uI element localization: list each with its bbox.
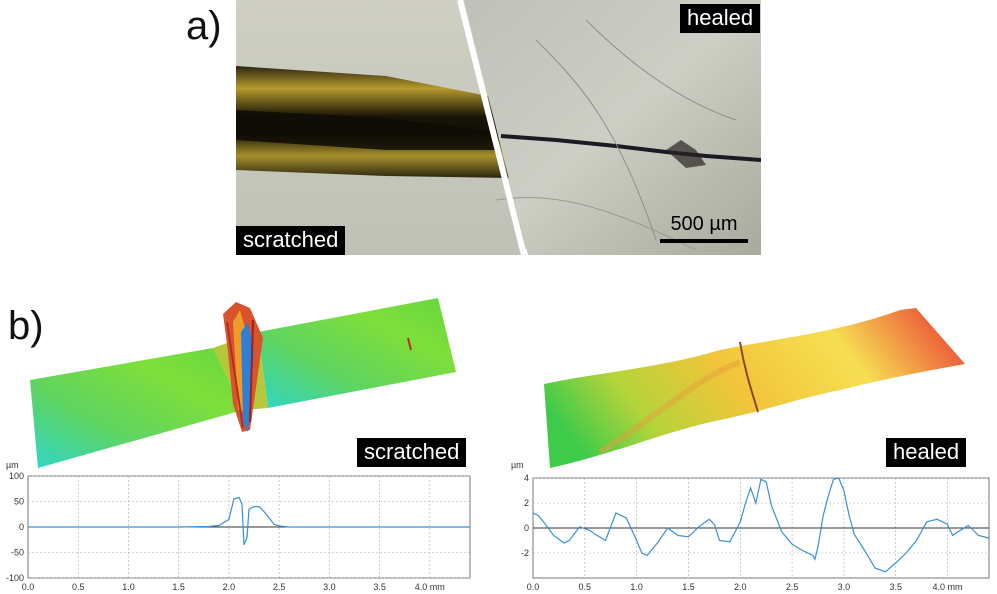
y-tick-label: 2: [524, 498, 529, 508]
healed-scratch-line: [500, 134, 761, 162]
x-tick-label: 3.5: [889, 582, 902, 592]
x-tick-label: 0.5: [579, 582, 592, 592]
panel-label-a: a): [186, 4, 222, 48]
x-tick-label: 1.5: [682, 582, 695, 592]
x-tick-label: 0.5: [72, 582, 85, 592]
x-tick-label: 4.0 mm: [933, 582, 963, 592]
y-tick-label: 0: [19, 522, 24, 532]
surface-3d-scratched: [30, 298, 456, 468]
y-axis-unit-label: µm: [6, 460, 19, 470]
x-tick-label: 2.5: [273, 582, 286, 592]
x-tick-label: 3.0: [323, 582, 336, 592]
scale-bar-label: 500 µm: [670, 213, 737, 235]
micrograph-healed-half: [464, 0, 761, 255]
y-tick-label: 100: [9, 471, 24, 481]
profile-line-healed: [532, 477, 990, 573]
y-tick-label: 50: [14, 497, 24, 507]
x-tick-label: 0.0: [527, 582, 540, 592]
x-tick-label: 3.0: [838, 582, 851, 592]
x-tick-label: 2.5: [786, 582, 799, 592]
surface-scratched-tag: scratched: [357, 438, 467, 468]
panel-label-b: b): [8, 304, 44, 348]
y-tick-label: -2: [521, 548, 529, 558]
micrograph-healed-tag: healed: [680, 4, 761, 34]
x-tick-label: 4.0 mm: [415, 582, 445, 592]
micrograph-image: 500 µm: [236, 0, 761, 255]
x-tick-label: 0.0: [22, 582, 35, 592]
profile-chart-scratched: µm 100 50 0 -50 -100 0.0 0.5 1.0 1.5 2.0 2.5 3.0 3.…: [6, 460, 471, 592]
micrograph-scratched-tag: scratched: [236, 226, 346, 256]
x-tick-label: 1.0: [630, 582, 643, 592]
surface-healed-tag: healed: [886, 438, 967, 468]
x-tick-label: 1.0: [122, 582, 135, 592]
profile-chart-healed: µm 4 2 0 -2 0.0 0.5 1.0 1.5 2.0 2.5 3.0 3.5 4.0 mm: [511, 460, 990, 592]
x-tick-label: 3.5: [373, 582, 386, 592]
profile-line-scratched: [28, 496, 470, 546]
y-tick-label: -100: [6, 573, 24, 583]
x-tick-label: 1.5: [172, 582, 185, 592]
y-tick-label: -50: [11, 548, 24, 558]
y-tick-label: 4: [524, 473, 529, 483]
healed-seam: [739, 341, 759, 413]
micrograph-divider: [457, 0, 527, 255]
surface-3d-healed: [544, 308, 965, 468]
y-tick-label: 0: [524, 523, 529, 533]
x-tick-label: 2.0: [734, 582, 747, 592]
x-tick-label: 2.0: [223, 582, 236, 592]
y-axis-unit-label: µm: [511, 460, 524, 470]
